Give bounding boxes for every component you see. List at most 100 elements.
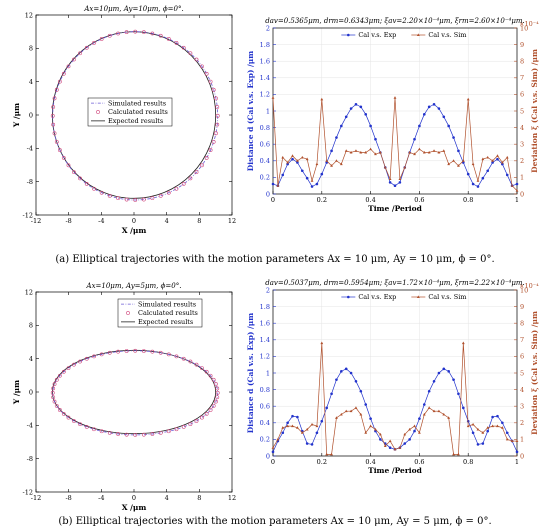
calculated-point bbox=[84, 356, 89, 361]
data-point-sim bbox=[408, 150, 412, 154]
calculated-point bbox=[211, 377, 216, 382]
data-point-exp bbox=[442, 367, 446, 371]
calculated-point bbox=[150, 31, 155, 36]
calculated-point bbox=[158, 350, 163, 355]
data-point-exp bbox=[457, 149, 460, 153]
x-tick-label: 0.2 bbox=[317, 458, 327, 466]
legend-sim-marker bbox=[416, 295, 420, 298]
y-tick-label: 1.6 bbox=[260, 58, 270, 66]
data-point-sim bbox=[515, 439, 519, 443]
calculated-point bbox=[99, 429, 104, 434]
data-point-sim bbox=[286, 424, 290, 428]
y-tick-label: 1 bbox=[266, 369, 270, 377]
legend-sim-label: Cal v.s. Sim bbox=[428, 31, 466, 39]
data-point-sim bbox=[330, 452, 333, 456]
data-point-exp bbox=[418, 417, 421, 420]
calculated-point bbox=[92, 41, 96, 45]
y-tick-label: 1.4 bbox=[260, 74, 270, 82]
data-point-exp bbox=[486, 429, 490, 433]
x-tick-label: 0.6 bbox=[414, 196, 424, 204]
data-point-sim bbox=[364, 431, 368, 434]
calculated-point bbox=[215, 395, 220, 400]
panel-traj-a: -12 -8 -4 0 4 8 12 -12 -8 -4 0 4 8 12 X /μm Y /μm Ax=10μ… bbox=[12, 5, 236, 235]
calculated-point bbox=[208, 148, 213, 152]
calculated-point bbox=[57, 408, 62, 412]
data-point-exp bbox=[335, 378, 338, 381]
data-point-sim bbox=[300, 431, 304, 434]
calculated-point bbox=[54, 87, 59, 92]
data-point-sim bbox=[418, 147, 421, 151]
data-point-sim bbox=[286, 160, 290, 164]
data-point-sim bbox=[276, 437, 280, 441]
data-point-sim bbox=[486, 426, 490, 429]
data-point-exp bbox=[310, 443, 314, 446]
data-point-sim bbox=[466, 424, 470, 428]
calculated-point bbox=[124, 197, 129, 202]
data-point-sim bbox=[452, 452, 455, 456]
calculated-point bbox=[215, 386, 220, 391]
calculated-point bbox=[188, 422, 193, 427]
data-point-sim bbox=[413, 152, 416, 156]
legend-exp-marker bbox=[347, 295, 350, 299]
data-point-sim bbox=[500, 426, 504, 429]
calculated-point bbox=[208, 373, 213, 378]
calculated-point bbox=[174, 427, 179, 432]
data-point-exp bbox=[286, 162, 289, 166]
data-point-exp bbox=[452, 136, 455, 139]
calculated-point bbox=[84, 182, 89, 186]
y2-tick-label: 6 bbox=[520, 353, 524, 361]
y-tick-label: 0.2 bbox=[260, 174, 270, 182]
calculated-point bbox=[150, 432, 155, 436]
data-point-exp bbox=[379, 438, 382, 441]
calculated-point bbox=[116, 349, 120, 354]
y-tick-label: 1.2 bbox=[260, 353, 270, 361]
calculated-point bbox=[211, 139, 216, 144]
data-point-exp bbox=[491, 415, 494, 419]
data-point-sim bbox=[515, 189, 519, 192]
calculated-point bbox=[116, 196, 120, 201]
data-point-sim bbox=[408, 427, 412, 431]
data-point-sim bbox=[427, 406, 431, 409]
data-point-sim bbox=[335, 159, 338, 162]
data-point-exp bbox=[466, 172, 470, 176]
calculated-point bbox=[51, 122, 56, 127]
x-tick-label: 8 bbox=[197, 217, 201, 225]
y2-tick-label: 8 bbox=[520, 58, 524, 66]
data-point-exp bbox=[432, 380, 436, 383]
y-tick-label: 12 bbox=[25, 288, 33, 296]
x-tick-label: 0.8 bbox=[463, 458, 473, 466]
y2-tick-label: 9 bbox=[520, 303, 524, 311]
legend-exp-marker bbox=[347, 33, 350, 37]
data-point-exp bbox=[281, 431, 285, 435]
data-point-sim bbox=[510, 184, 514, 187]
y-tick-label: 0.8 bbox=[260, 386, 270, 394]
y2-tick-label: 1 bbox=[520, 436, 524, 444]
y2-tick-label: 1 bbox=[520, 174, 524, 182]
data-point-sim bbox=[315, 424, 319, 428]
y2-tick-label: 2 bbox=[520, 157, 524, 165]
panel-dev-b: 0 0.2 0.4 0.6 0.8 100.20.40.60.811.21.41.61.8… bbox=[246, 279, 539, 475]
x-axis-label: X /μm bbox=[122, 503, 147, 512]
y2-tick-label: 9 bbox=[520, 41, 524, 49]
x-tick-label: 1 bbox=[515, 458, 519, 466]
y-tick-label: 8 bbox=[29, 322, 33, 330]
chart-title: dav=0.5365μm, drm=0.6343μm; ξav=2.20×10⁻… bbox=[265, 17, 525, 25]
calculated-point bbox=[215, 105, 220, 109]
calculated-point bbox=[181, 45, 186, 50]
calculated-point bbox=[61, 156, 66, 160]
y-tick-label: 0.8 bbox=[260, 124, 270, 132]
y-tick-label: -4 bbox=[27, 145, 33, 153]
y-tick-label: 1 bbox=[266, 107, 270, 115]
data-point-exp bbox=[476, 443, 480, 446]
y-tick-label: 2 bbox=[266, 24, 270, 32]
calculated-point bbox=[52, 382, 57, 386]
x-tick-label: -8 bbox=[65, 494, 71, 502]
data-point-sim bbox=[378, 150, 382, 154]
y-tick-label: 4 bbox=[29, 355, 33, 363]
calculated-point bbox=[194, 57, 199, 62]
x-tick-label: -8 bbox=[65, 217, 71, 225]
data-point-exp bbox=[364, 113, 368, 116]
x-tick-label: 0 bbox=[132, 494, 136, 502]
legend-expected-label: Expected results bbox=[108, 117, 163, 125]
data-point-exp bbox=[515, 450, 519, 454]
